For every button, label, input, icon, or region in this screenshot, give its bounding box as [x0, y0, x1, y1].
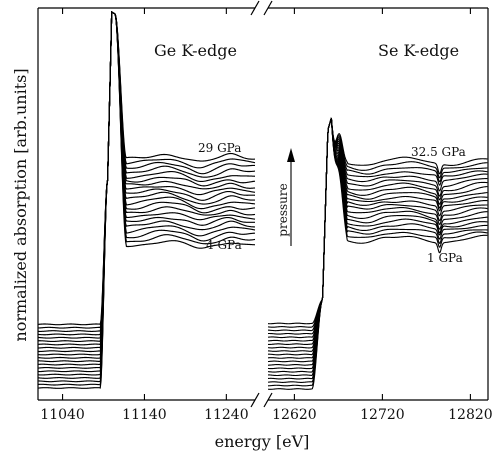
axis-break-marks — [250, 0, 273, 408]
x-ticks: 11040 11140 11240 12620 12720 12820 — [40, 8, 493, 423]
se-spectrum-line — [267, 117, 488, 328]
ge-spectrum-line — [37, 10, 256, 343]
se-spectrum-line — [267, 117, 488, 366]
ge-spectrum-line — [37, 10, 256, 336]
top-break-mark-1 — [250, 0, 260, 16]
se-spectrum-line — [267, 117, 488, 373]
se-spectrum-line — [267, 117, 488, 325]
ge-spectrum-line — [38, 10, 256, 363]
ge-spectrum-line — [37, 10, 256, 369]
x-tick-label: 12720 — [360, 407, 405, 423]
ge-spectrum-line — [37, 10, 256, 326]
x-tick-label: 12620 — [272, 407, 317, 423]
se-spectrum-line — [267, 117, 488, 363]
se-spectrum-line — [267, 117, 488, 387]
bottom-break-mark-2 — [263, 392, 273, 408]
se-spectrum-line — [267, 117, 488, 346]
x-tick-label: 11240 — [204, 407, 249, 423]
se-spectrum-line — [267, 117, 488, 370]
ge-spectrum-line — [37, 10, 256, 329]
pressure-arrow-head — [287, 148, 295, 162]
ge-spectrum-line — [37, 10, 256, 376]
se-spectrum-line — [267, 117, 488, 349]
ge-spectrum-line — [37, 10, 256, 379]
x-tick-label: 12820 — [448, 407, 493, 423]
se-spectrum-line — [267, 117, 488, 335]
ge-spectrum-line — [37, 10, 256, 356]
ge-spectrum-line — [37, 10, 256, 366]
ge-spectrum-line — [37, 10, 256, 353]
x-tick-label: 11140 — [122, 407, 167, 423]
x-axis-label: energy [eV] — [215, 432, 310, 451]
ge-top-pressure-label: 29 GPa — [198, 141, 241, 155]
se-spectrum-line — [267, 117, 488, 383]
ge-spectrum-line — [37, 10, 256, 346]
ge-spectrum-line — [37, 10, 256, 383]
se-panel-title: Se K-edge — [378, 41, 459, 60]
ge-bottom-pressure-label: 4 GPa — [206, 238, 242, 252]
se-spectra-curves — [267, 117, 488, 390]
se-spectrum-line — [267, 117, 488, 359]
pressure-annotation: pressure — [276, 148, 295, 246]
se-bottom-pressure-label: 1 GPa — [427, 251, 463, 265]
ge-spectrum-line — [37, 10, 256, 359]
ge-k-edge-panel: Ge K-edge 29 GPa 4 GPa — [37, 10, 256, 389]
ge-spectrum-line — [37, 10, 256, 389]
se-top-pressure-label: 32.5 GPa — [411, 145, 466, 159]
se-spectrum-line — [267, 117, 488, 332]
se-spectrum-line — [267, 117, 488, 342]
axes-frame — [37, 7, 489, 401]
se-spectrum-line — [267, 117, 488, 356]
ge-spectrum-line — [37, 10, 256, 332]
se-spectrum-line — [267, 117, 488, 380]
ge-spectrum-line — [37, 10, 256, 373]
ge-spectrum-line — [37, 10, 256, 349]
ge-spectrum-line — [37, 10, 256, 386]
top-break-mark-2 — [263, 0, 273, 16]
x-tick-label: 11040 — [40, 407, 85, 423]
pressure-label: pressure — [276, 183, 290, 236]
se-spectrum-line — [267, 117, 488, 377]
y-axis-label: normalized absorption [arb.units] — [11, 68, 30, 341]
se-spectrum-line — [267, 117, 488, 390]
ge-spectrum-line — [37, 10, 256, 339]
ge-panel-title: Ge K-edge — [154, 41, 237, 60]
se-spectrum-line — [267, 117, 488, 352]
bottom-break-mark-1 — [250, 392, 260, 408]
se-spectrum-line — [267, 117, 488, 339]
se-k-edge-panel: Se K-edge 32.5 GPa 1 GPa — [267, 41, 488, 390]
ge-spectra-curves — [37, 10, 256, 389]
